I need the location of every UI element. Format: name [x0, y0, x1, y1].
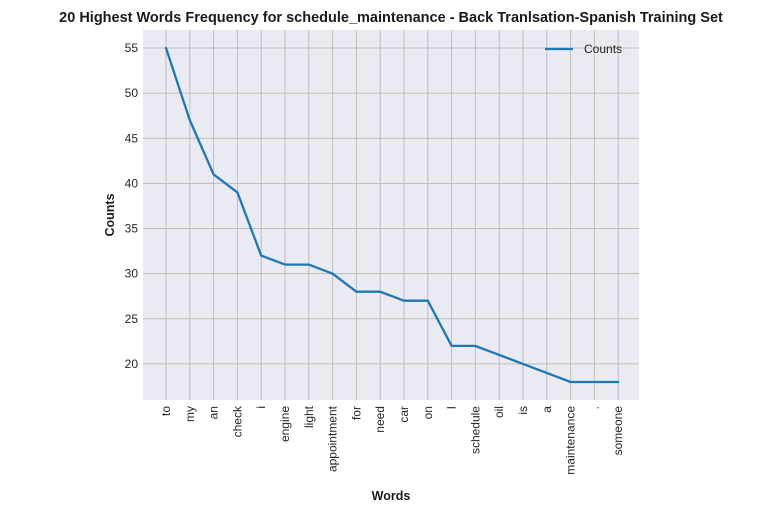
x-tick-label: schedule — [468, 406, 482, 454]
x-tick-label: i — [254, 406, 268, 409]
x-tick-label: is — [516, 406, 530, 415]
x-tick-label: oil — [492, 406, 506, 418]
x-tick-label: I — [445, 406, 459, 409]
series-line-counts — [164, 46, 620, 384]
x-axis: to my an check i engine light appointment for nee… — [159, 405, 625, 475]
x-tick-label: to — [159, 406, 173, 416]
x-tick-label: need — [373, 406, 387, 433]
x-tick-label: light — [302, 405, 316, 428]
x-tick-label: for — [349, 406, 363, 420]
x-tick-label: on — [421, 406, 435, 419]
y-tick-label: 25 — [125, 312, 139, 326]
x-axis-label: Words — [372, 489, 411, 503]
y-tick-label: 50 — [125, 86, 139, 100]
x-tick-label: maintenance — [564, 406, 578, 475]
y-tick-label: 35 — [125, 222, 139, 236]
legend-label: Counts — [584, 42, 622, 56]
y-tick-label: 30 — [125, 267, 139, 281]
y-tick-label: 20 — [125, 357, 139, 371]
series-layer — [164, 46, 620, 384]
grid — [143, 30, 639, 400]
x-tick-label: someone — [611, 406, 625, 456]
x-tick-label: check — [230, 405, 244, 437]
y-tick-label: 55 — [125, 41, 139, 55]
legend: Counts — [545, 42, 622, 56]
y-tick-label: 40 — [125, 176, 139, 190]
y-axis: 20 25 30 35 40 45 50 55 — [125, 41, 139, 371]
y-axis-label: Counts — [103, 193, 117, 236]
x-tick-label: car — [397, 406, 411, 423]
x-tick-label: . — [587, 406, 601, 409]
x-tick-label: engine — [278, 406, 292, 442]
x-tick-label: a — [540, 406, 554, 413]
chart-title: 20 Highest Words Frequency for schedule_… — [59, 10, 723, 26]
x-tick-label: appointment — [326, 405, 340, 472]
x-tick-label: my — [183, 406, 197, 422]
x-tick-label: an — [207, 406, 221, 419]
y-tick-label: 45 — [125, 131, 139, 145]
plot-area — [143, 30, 639, 400]
